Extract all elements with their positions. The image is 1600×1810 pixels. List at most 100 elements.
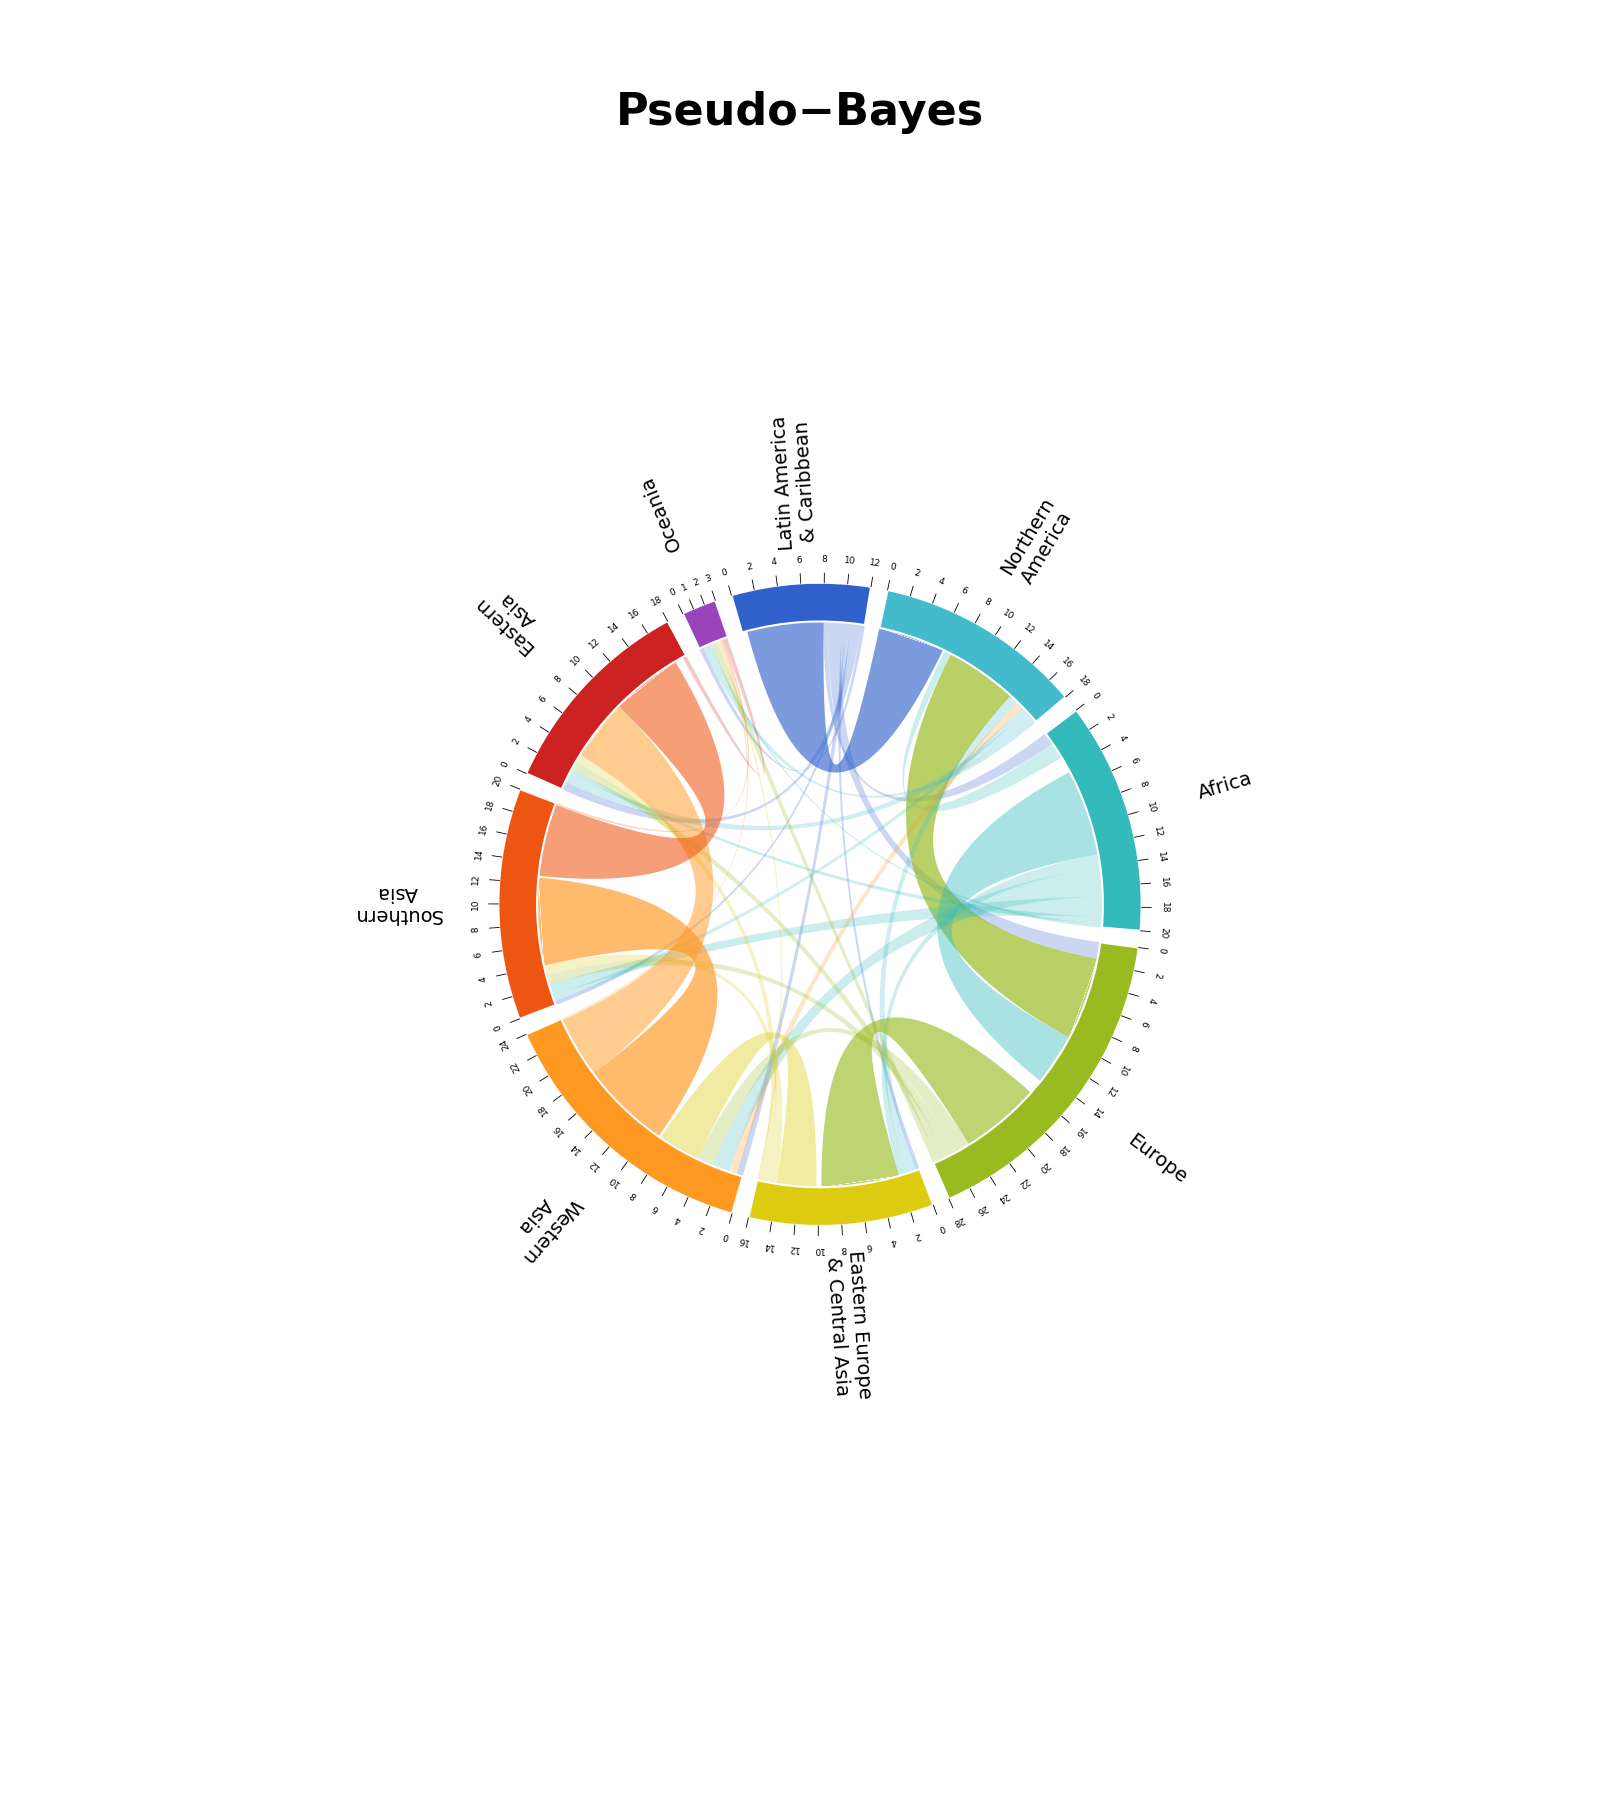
- Text: 16: 16: [478, 822, 490, 836]
- Text: 18: 18: [483, 798, 496, 811]
- Text: 0: 0: [493, 1023, 502, 1032]
- Polygon shape: [902, 650, 1062, 811]
- Polygon shape: [549, 896, 1102, 996]
- Polygon shape: [880, 695, 1018, 1173]
- Polygon shape: [544, 954, 782, 1184]
- Text: 18: 18: [1077, 675, 1091, 690]
- Text: 12: 12: [1152, 825, 1163, 840]
- Polygon shape: [570, 769, 1102, 925]
- Polygon shape: [710, 641, 939, 1164]
- Polygon shape: [938, 771, 1099, 1081]
- Text: 8: 8: [629, 1189, 638, 1200]
- Text: 10: 10: [606, 1173, 621, 1187]
- Text: 0: 0: [888, 563, 896, 572]
- Text: 12: 12: [1102, 1084, 1117, 1099]
- Text: 2: 2: [1152, 972, 1163, 979]
- Text: Southern
Asia: Southern Asia: [354, 883, 442, 925]
- Wedge shape: [683, 601, 728, 648]
- Text: 4: 4: [523, 715, 534, 724]
- Text: 6: 6: [651, 1202, 661, 1213]
- Text: 12: 12: [587, 1158, 602, 1171]
- Polygon shape: [538, 878, 717, 1137]
- Text: 18: 18: [1160, 901, 1170, 914]
- Polygon shape: [821, 1017, 1030, 1187]
- Text: 8: 8: [840, 1243, 846, 1253]
- Text: 4: 4: [1146, 996, 1157, 1005]
- Polygon shape: [712, 869, 1102, 1173]
- Text: Eastern Europe
& Central Asia: Eastern Europe & Central Asia: [822, 1251, 874, 1401]
- Text: 20: 20: [522, 1081, 534, 1095]
- Text: 4: 4: [890, 1236, 898, 1247]
- Text: 8: 8: [554, 673, 565, 684]
- Text: 8: 8: [472, 927, 480, 932]
- Text: 20: 20: [1037, 1160, 1051, 1175]
- Text: 18: 18: [1054, 1142, 1069, 1157]
- Polygon shape: [554, 623, 854, 1005]
- Text: 10: 10: [843, 556, 856, 567]
- Text: 14: 14: [1042, 639, 1056, 653]
- Text: 22: 22: [509, 1059, 522, 1073]
- Text: 0: 0: [499, 760, 510, 769]
- Text: 2: 2: [691, 577, 701, 588]
- Text: 12: 12: [787, 1243, 798, 1253]
- Text: 10: 10: [470, 898, 480, 910]
- Text: 6: 6: [474, 950, 483, 957]
- Text: 2: 2: [1104, 711, 1115, 722]
- Text: 4: 4: [936, 576, 946, 586]
- Text: Latin America
& Caribbean: Latin America & Caribbean: [770, 414, 819, 552]
- Polygon shape: [702, 644, 1037, 798]
- Text: 12: 12: [470, 872, 482, 885]
- Text: 12: 12: [1021, 623, 1037, 637]
- Text: 4: 4: [478, 976, 488, 983]
- Wedge shape: [498, 789, 555, 1019]
- Polygon shape: [565, 711, 1032, 831]
- Text: 2: 2: [746, 561, 754, 572]
- Text: 8: 8: [1138, 780, 1149, 789]
- Polygon shape: [571, 762, 946, 1160]
- Polygon shape: [699, 624, 866, 771]
- Polygon shape: [728, 702, 1022, 1175]
- Wedge shape: [526, 621, 686, 789]
- Wedge shape: [526, 1019, 742, 1215]
- Text: Oceania: Oceania: [637, 472, 685, 554]
- Text: 20: 20: [1158, 927, 1168, 939]
- Polygon shape: [906, 653, 1098, 1037]
- Text: 10: 10: [1002, 608, 1016, 623]
- Text: Western
Asia: Western Asia: [501, 1180, 584, 1267]
- Polygon shape: [698, 1028, 970, 1166]
- Polygon shape: [717, 641, 782, 1180]
- Text: 28: 28: [952, 1215, 965, 1227]
- Text: 8: 8: [1128, 1043, 1139, 1052]
- Polygon shape: [736, 623, 851, 1176]
- Text: 14: 14: [606, 621, 621, 635]
- Polygon shape: [824, 621, 1053, 802]
- Text: 6: 6: [538, 693, 549, 704]
- Text: Pseudo−Bayes: Pseudo−Bayes: [616, 90, 984, 134]
- Text: 14: 14: [568, 1140, 582, 1155]
- Text: 8: 8: [822, 556, 827, 565]
- Text: Eastern
Asia: Eastern Asia: [469, 577, 552, 657]
- Text: 2: 2: [914, 1231, 922, 1240]
- Text: 1: 1: [680, 583, 688, 592]
- Polygon shape: [682, 637, 765, 776]
- Text: 16: 16: [550, 1122, 565, 1137]
- Text: 10: 10: [813, 1245, 824, 1254]
- Text: 4: 4: [674, 1213, 683, 1224]
- Text: 0: 0: [1090, 691, 1101, 700]
- Text: 0: 0: [669, 586, 677, 597]
- Text: 14: 14: [1157, 851, 1166, 863]
- Wedge shape: [880, 590, 1066, 722]
- Polygon shape: [829, 621, 1101, 959]
- Text: 16: 16: [1059, 655, 1074, 670]
- Text: 0: 0: [938, 1222, 946, 1233]
- Text: 16: 16: [1160, 876, 1170, 889]
- Polygon shape: [661, 1032, 816, 1187]
- Text: 6: 6: [1138, 1019, 1149, 1028]
- Text: 24: 24: [498, 1037, 510, 1052]
- Text: 16: 16: [1072, 1124, 1086, 1138]
- Wedge shape: [749, 1169, 933, 1225]
- Polygon shape: [562, 624, 861, 824]
- Polygon shape: [562, 639, 749, 1021]
- Polygon shape: [539, 661, 725, 880]
- Text: 14: 14: [762, 1240, 774, 1251]
